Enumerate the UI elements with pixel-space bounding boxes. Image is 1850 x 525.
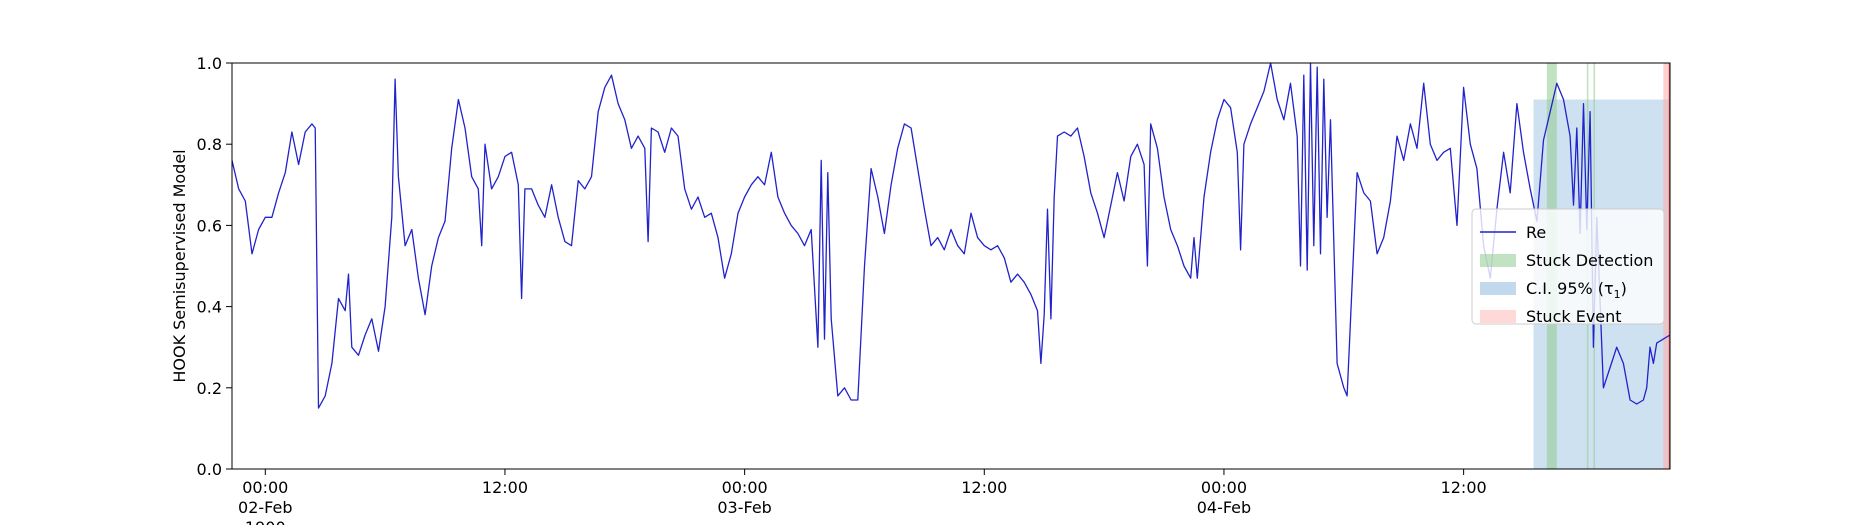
- x-tick-label: 12:00: [482, 478, 528, 497]
- x-axis: 00:0002-Feb190012:0000:0003-Feb12:0000:0…: [238, 469, 1487, 525]
- plot-frame: [231, 62, 1671, 470]
- series-layer: [231, 62, 1671, 409]
- x-tick-label-line: 12:00: [482, 478, 528, 497]
- legend-label-text: C.I. 95% (τ: [1526, 279, 1614, 298]
- x-tick-label-line: 03-Feb: [717, 498, 771, 517]
- x-tick-label: 12:00: [961, 478, 1007, 497]
- x-tick-label-line: 1900: [245, 518, 286, 525]
- legend-box: [1471, 208, 1665, 325]
- x-tick-label-line: 00:00: [242, 478, 288, 497]
- legend-label: Stuck Detection: [1526, 251, 1653, 270]
- legend-label-text: Re: [1526, 223, 1546, 242]
- legend-label-text: Stuck Event: [1526, 307, 1622, 326]
- x-tick-label-line: 12:00: [961, 478, 1007, 497]
- legend-swatch-patch: [1480, 282, 1516, 295]
- legend-swatch-patch: [1480, 310, 1516, 323]
- legend-label-text: Stuck Detection: [1526, 251, 1653, 270]
- y-tick-label: 0.8: [197, 135, 222, 154]
- x-tick-label: 00:00 03-Feb: [717, 478, 771, 517]
- legend: Re Stuck Detection C.I. 95% (τ1) Stuck Even…: [1471, 208, 1665, 326]
- legend-label: Re: [1526, 223, 1546, 242]
- y-tick-label: 0.4: [197, 298, 222, 317]
- y-tick-label: 0.2: [197, 379, 222, 398]
- y-axis-label: HOOK Semisupervised Model: [170, 149, 189, 382]
- x-tick-label: 12:00: [1441, 478, 1487, 497]
- legend-label: C.I. 95% (τ1): [1526, 279, 1627, 301]
- y-axis: 0.0 0.2 0.4 0.6 0.8 1.0: [197, 54, 232, 479]
- series-line-re: [231, 62, 1671, 409]
- x-tick-label-line: 02-Feb: [238, 498, 292, 517]
- y-tick-label: 1.0: [197, 54, 222, 73]
- stuck-event-band: [1663, 63, 1670, 469]
- x-tick-label: 00:00 04-Feb: [1197, 478, 1251, 517]
- legend-swatch-patch: [1480, 254, 1516, 267]
- legend-label-subscript: 1: [1614, 288, 1621, 301]
- x-tick-label-line: 12:00: [1441, 478, 1487, 497]
- x-tick-label-line: 04-Feb: [1197, 498, 1251, 517]
- x-tick-label-line: 00:00: [1201, 478, 1247, 497]
- y-tick-label: 0.0: [197, 460, 222, 479]
- y-tick-label: 0.6: [197, 216, 222, 235]
- legend-label-suffix: ): [1621, 279, 1627, 298]
- x-tick-label-line: 00:00: [722, 478, 768, 497]
- legend-label: Stuck Event: [1526, 307, 1622, 326]
